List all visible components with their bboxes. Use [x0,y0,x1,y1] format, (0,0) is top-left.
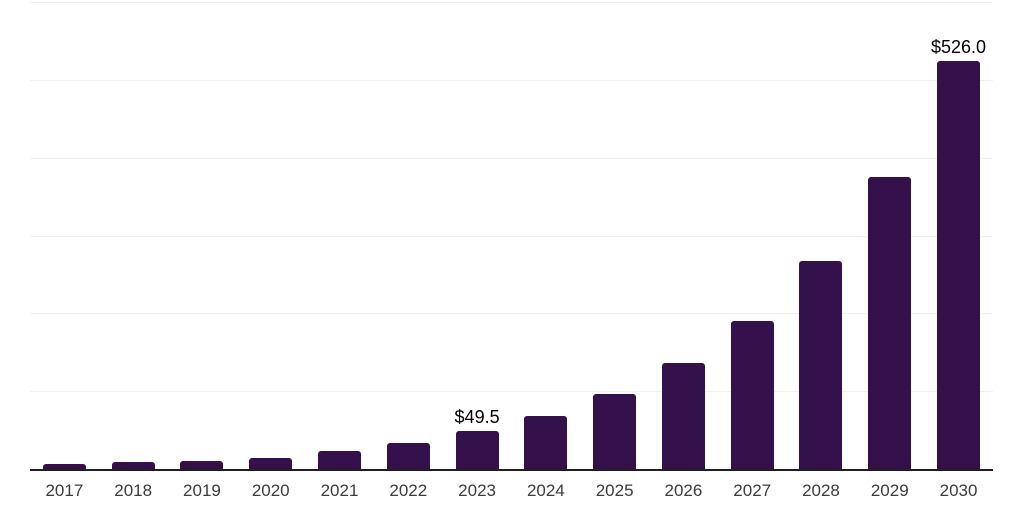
bar-band-2020 [236,3,305,470]
gridline-600 [30,2,993,3]
bar-2017 [42,463,86,470]
gridline-200 [30,313,993,315]
bar-2028 [799,260,843,470]
bar-band-2024 [511,3,580,470]
x-tick-label-2030: 2030 [939,481,978,500]
bar-2020 [249,457,293,470]
x-tick-label-2021: 2021 [320,481,359,500]
x-tick-label-2022: 2022 [389,481,428,500]
bar-band-2028 [787,3,856,470]
bar-2026 [661,363,705,470]
bar-band-2026 [649,3,718,470]
bar-band-2030: $526.0 [924,3,993,470]
gridline-400 [30,157,993,159]
gridline-100 [30,391,993,393]
x-tick-label-2029: 2029 [870,481,909,500]
gridlines [30,2,993,470]
x-tick-label-2025: 2025 [595,481,634,500]
bar-2023 [455,431,499,470]
x-tick-label-2026: 2026 [664,481,703,500]
bar-2030 [937,60,981,470]
gridline-500 [30,79,993,81]
x-axis-line [30,469,993,471]
bar-2022 [386,442,430,470]
x-tick-label-2024: 2024 [526,481,565,500]
x-tick-label-2019: 2019 [183,481,221,500]
x-tick-label-2028: 2028 [802,481,840,500]
bars-container: $49.5 $526.0 [30,3,993,470]
bar-band-2022 [374,3,443,470]
bar-2025 [593,393,637,470]
x-tick-label-2020: 2020 [251,481,290,500]
gridline-300 [30,235,993,237]
bar-2019 [180,460,224,470]
x-axis-labels: 2017 2018 2019 2020 2021 2022 2023 2024 2025 2026… [30,480,993,502]
bar-band-2023: $49.5 [443,3,512,470]
bar-band-2018 [99,3,168,470]
x-tick-label-2027: 2027 [733,481,772,500]
bar-band-2029 [855,3,924,470]
bar-band-2017 [30,3,99,470]
bar-2021 [318,451,362,470]
bar-band-2027 [718,3,787,470]
bar-band-2025 [580,3,649,470]
data-label-2030: $526.0 [931,36,987,57]
data-label-2023: $49.5 [454,407,500,428]
plot-area: $49.5 $526.0 [30,2,993,471]
bar-band-2019 [168,3,237,470]
x-tick-label-2018: 2018 [114,481,153,500]
bar-band-2021 [305,3,374,470]
bar-2027 [730,320,774,470]
bar-2018 [111,462,155,470]
bar-2029 [868,176,912,470]
x-tick-label-2023: 2023 [458,481,496,500]
bar-2024 [524,416,568,470]
x-tick-label-2017: 2017 [45,481,84,500]
